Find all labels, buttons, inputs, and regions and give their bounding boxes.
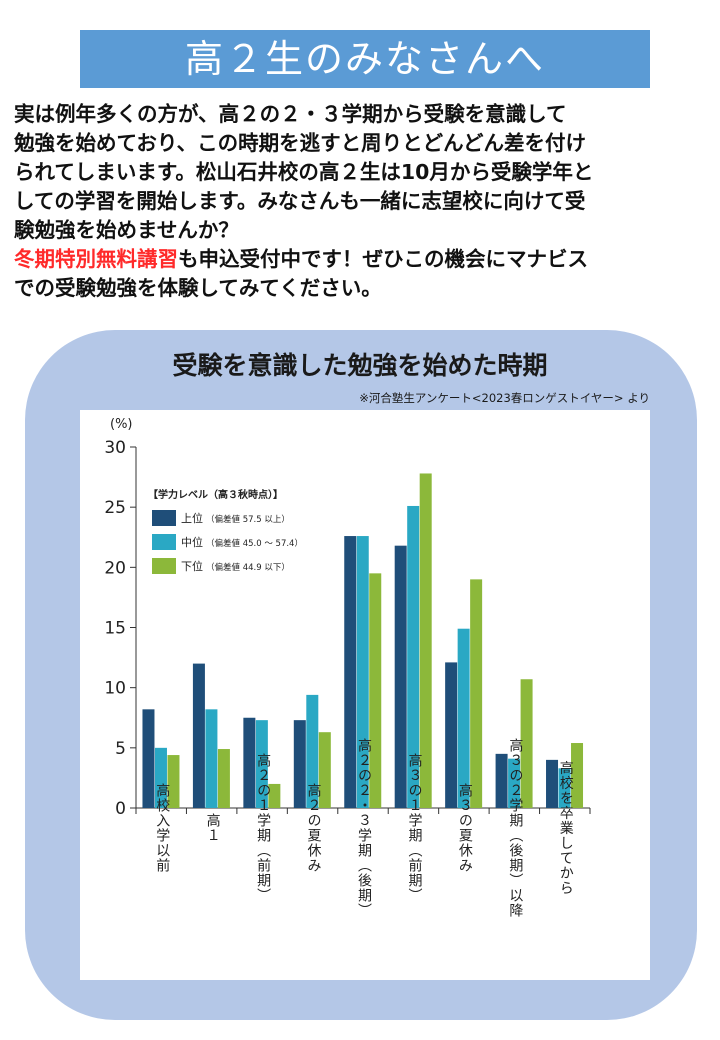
- y-tick-label: 25: [104, 498, 126, 518]
- bar-中位-9: [558, 768, 571, 808]
- x-category-label: 高３の２学期︵後期︶以降: [507, 737, 523, 918]
- bar-chart: (%) 0 5 10 15 20 25 30 高校入学以前 高１ 高２の１学期︵前期︶ 高２の夏休み 高…: [104, 417, 591, 918]
- bar-下位-2: [217, 749, 230, 808]
- y-tick-label: 30: [104, 438, 126, 458]
- page-banner: 高２生のみなさんへ: [80, 30, 650, 88]
- y-tick-label: 0: [115, 799, 126, 819]
- bar-上位-8: [495, 753, 508, 808]
- legend-label: 下位: [181, 559, 203, 573]
- bar-下位-9: [571, 743, 584, 808]
- bar-下位-8: [520, 679, 533, 808]
- bar-上位-4: [293, 720, 306, 808]
- bar-中位-1: [154, 747, 167, 808]
- legend-swatch-中位: [152, 534, 176, 550]
- bar-下位-3: [268, 783, 281, 808]
- legend-label: 上位: [181, 511, 203, 525]
- intro-line: 実は例年多くの方が、高２の２・３学期から受験を意識して: [14, 102, 567, 126]
- y-tick-label: 10: [104, 679, 126, 699]
- legend-detail: （偏差値 57.5 以上）: [206, 514, 290, 525]
- bar-上位-9: [546, 759, 559, 808]
- page-title: 高２生のみなさんへ: [184, 37, 545, 81]
- bar-上位-1: [142, 709, 155, 808]
- intro-line: での受験勉強を体験してみてください。: [14, 276, 382, 300]
- y-axis-unit: (%): [110, 417, 133, 432]
- bar-上位-7: [445, 662, 458, 808]
- legend-detail: （偏差値 44.9 以下）: [206, 562, 290, 573]
- x-category-label: 高校入学以前: [154, 782, 170, 873]
- bar-中位-2: [205, 709, 218, 808]
- intro-line: 勉強を始めており、この時期を逃すと周りとどんどん差を付け: [14, 131, 586, 155]
- x-category-label: 高２の１学期︵前期︶: [255, 752, 271, 903]
- bar-上位-6: [394, 545, 407, 808]
- legend-label: 中位: [181, 535, 203, 549]
- bar-上位-2: [192, 663, 205, 808]
- bar-中位-5: [356, 536, 369, 808]
- bar-上位-3: [243, 717, 256, 808]
- x-category-label: 高校を卒業してから: [558, 760, 574, 896]
- bar-下位-5: [369, 573, 382, 808]
- bar-下位-1: [167, 755, 180, 808]
- winter-course-highlight: 冬期特別無料講習: [14, 247, 178, 271]
- x-category-label: 高３の１学期︵前期︶: [406, 752, 422, 903]
- chart-source: ※河合塾生アンケート<2023春ロンゲストイヤー> より: [359, 391, 650, 405]
- y-tick-label: 15: [104, 619, 126, 639]
- bar-中位-3: [255, 720, 268, 808]
- y-tick-label: 20: [104, 558, 126, 578]
- intro-line: 験勉強を始めませんか？: [14, 218, 239, 242]
- bar-中位-7: [457, 628, 470, 808]
- chart-area: (%) 0 5 10 15 20 25 30 高校入学以前 高１ 高２の１学期︵前期︶ 高２の夏休み 高…: [80, 410, 650, 980]
- legend-title: 【学力レベル（高３秋時点）】: [148, 488, 283, 501]
- bar-下位-7: [470, 579, 483, 808]
- legend-swatch-上位: [152, 510, 176, 526]
- bar-下位-6: [419, 473, 432, 808]
- y-tick-label: 5: [115, 739, 126, 759]
- x-category-label: 高１: [205, 812, 221, 843]
- intro-text: 実は例年多くの方が、高２の２・３学期から受験を意識して 勉強を始めており、この時…: [14, 100, 704, 303]
- bar-中位-8: [508, 758, 521, 808]
- intro-line: られてしまいます。松山石井校の高２生は10月から受験学年と: [14, 160, 594, 184]
- bar-下位-4: [318, 732, 331, 808]
- intro-line-rest: も申込受付中です！ぜひこの機会にマナビス: [178, 247, 588, 271]
- legend-swatch-下位: [152, 558, 176, 574]
- chart-title: 受験を意識した勉強を始めた時期: [172, 351, 548, 380]
- bar-中位-6: [407, 505, 420, 808]
- x-category-label: 高３の夏休み: [457, 782, 473, 873]
- intro-line: 冬期特別無料講習も申込受付中です！ぜひこの機会にマナビス: [14, 245, 704, 274]
- x-category-label: 高２の夏休み: [306, 782, 322, 873]
- intro-line: しての学習を開始します。みなさんも一緒に志望校に向けて受: [14, 189, 586, 213]
- bar-上位-5: [344, 536, 357, 808]
- legend-detail: （偏差値 45.0 ～ 57.4）: [206, 538, 303, 549]
- bar-中位-4: [306, 694, 319, 808]
- x-category-label: 高２の２・３学期︵後期︶: [356, 737, 372, 918]
